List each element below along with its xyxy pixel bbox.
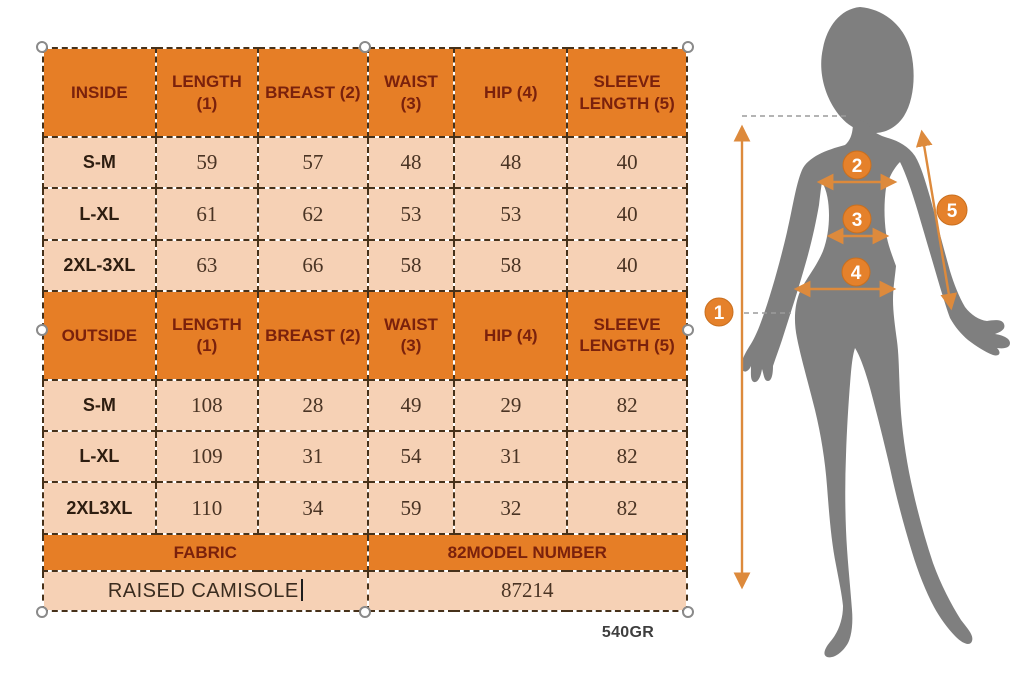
value-cell: 48 bbox=[453, 136, 569, 190]
measurement-badges: 1 2 3 4 5 bbox=[704, 150, 968, 327]
table-row: L-XL 109 31 54 31 82 bbox=[42, 430, 688, 484]
selection-handle-mid-right[interactable] bbox=[682, 323, 694, 336]
size-cell: S-M bbox=[42, 136, 157, 190]
size-cell: L-XL bbox=[42, 430, 157, 484]
footer-header-cell: 82MODEL NUMBER bbox=[366, 532, 689, 572]
text-caret bbox=[300, 578, 303, 601]
selection-handle-bottom-right[interactable] bbox=[682, 606, 694, 618]
fabric-value-cell[interactable]: RAISED CAMISOLE bbox=[42, 569, 369, 613]
badge-4-circle bbox=[841, 257, 871, 287]
selection-handle-top-center[interactable] bbox=[359, 41, 371, 53]
size-chart-table: INSIDE LENGTH (1) BREAST (2) WAIST (3) HIP (… bbox=[42, 46, 689, 613]
header-cell: WAIST (3) bbox=[366, 289, 456, 382]
model-number-cell: 87214 bbox=[366, 569, 689, 613]
badge-1-circle bbox=[704, 297, 734, 327]
size-cell: L-XL bbox=[42, 187, 157, 241]
header-cell: LENGTH (1) bbox=[154, 289, 260, 382]
value-cell: 82 bbox=[566, 481, 688, 535]
selection-handle-top-left[interactable] bbox=[36, 41, 48, 53]
selection-handle-top-right[interactable] bbox=[682, 41, 694, 53]
header-cell: SLEEVE LENGTH (5) bbox=[566, 46, 688, 139]
header-cell: HIP (4) bbox=[453, 289, 569, 382]
value-cell: 29 bbox=[453, 379, 569, 433]
selection-handle-mid-left[interactable] bbox=[36, 323, 48, 336]
table-row: L-XL 61 62 53 53 40 bbox=[42, 187, 688, 241]
value-cell: 34 bbox=[257, 481, 369, 535]
arrow-sleeve-5 bbox=[915, 129, 958, 311]
value-cell: 28 bbox=[257, 379, 369, 433]
value-cell: 49 bbox=[366, 379, 456, 433]
badge-1-number: 1 bbox=[714, 303, 725, 324]
footer-value-row: RAISED CAMISOLE 87214 bbox=[42, 569, 689, 613]
value-cell: 31 bbox=[453, 430, 569, 484]
value-cell: 58 bbox=[366, 238, 456, 292]
size-cell: S-M bbox=[42, 379, 157, 433]
table-row: S-M 108 28 49 29 82 bbox=[42, 379, 688, 433]
header-cell: BREAST (2) bbox=[257, 46, 369, 139]
table-row: 2XL-3XL 63 66 58 58 40 bbox=[42, 238, 688, 292]
section-header-row: OUTSIDE LENGTH (1) BREAST (2) WAIST (3) HIP … bbox=[42, 289, 688, 382]
badge-4-number: 4 bbox=[851, 263, 862, 284]
value-cell: 54 bbox=[366, 430, 456, 484]
section-header-row: INSIDE LENGTH (1) BREAST (2) WAIST (3) HIP (… bbox=[42, 46, 688, 139]
value-cell: 40 bbox=[566, 238, 688, 292]
badge-5-number: 5 bbox=[947, 201, 958, 222]
value-cell: 53 bbox=[453, 187, 569, 241]
header-cell: LENGTH (1) bbox=[154, 46, 260, 139]
value-cell: 108 bbox=[154, 379, 260, 433]
badge-3-circle bbox=[842, 204, 872, 234]
badge-2-number: 2 bbox=[852, 156, 863, 177]
size-cell: 2XL3XL bbox=[42, 481, 157, 535]
badge-2-circle bbox=[842, 150, 872, 180]
value-cell: 59 bbox=[154, 136, 260, 190]
badge-5-circle bbox=[936, 194, 968, 226]
header-cell: INSIDE bbox=[42, 46, 157, 139]
header-cell: OUTSIDE bbox=[42, 289, 157, 382]
value-cell: 63 bbox=[154, 238, 260, 292]
value-cell: 48 bbox=[366, 136, 456, 190]
value-cell: 32 bbox=[453, 481, 569, 535]
value-cell: 53 bbox=[366, 187, 456, 241]
size-chart[interactable]: INSIDE LENGTH (1) BREAST (2) WAIST (3) HIP (… bbox=[36, 41, 694, 618]
selection-handle-bottom-left[interactable] bbox=[36, 606, 48, 618]
value-cell: 40 bbox=[566, 136, 688, 190]
value-cell: 109 bbox=[154, 430, 260, 484]
value-cell: 59 bbox=[366, 481, 456, 535]
selection-handle-bottom-center[interactable] bbox=[359, 606, 371, 618]
footer-header-cell: FABRIC bbox=[42, 532, 369, 572]
header-cell: WAIST (3) bbox=[366, 46, 456, 139]
value-cell: 57 bbox=[257, 136, 369, 190]
value-cell: 61 bbox=[154, 187, 260, 241]
footer-header-row: FABRIC 82MODEL NUMBER bbox=[42, 532, 689, 572]
measurement-arrows bbox=[733, 124, 958, 590]
size-cell: 2XL-3XL bbox=[42, 238, 157, 292]
table-row: 2XL3XL 110 34 59 32 82 bbox=[42, 481, 688, 535]
female-silhouette bbox=[741, 7, 1010, 658]
value-cell: 40 bbox=[566, 187, 688, 241]
header-cell: HIP (4) bbox=[453, 46, 569, 139]
value-cell: 31 bbox=[257, 430, 369, 484]
table-row: S-M 59 57 48 48 40 bbox=[42, 136, 688, 190]
badge-3-number: 3 bbox=[852, 210, 863, 231]
value-cell: 82 bbox=[566, 379, 688, 433]
header-cell: SLEEVE LENGTH (5) bbox=[566, 289, 688, 382]
value-cell: 62 bbox=[257, 187, 369, 241]
header-cell: BREAST (2) bbox=[257, 289, 369, 382]
value-cell: 82 bbox=[566, 430, 688, 484]
measurement-figure: 1 2 3 4 5 bbox=[704, 7, 1010, 658]
value-cell: 58 bbox=[453, 238, 569, 292]
value-cell: 66 bbox=[257, 238, 369, 292]
value-cell: 110 bbox=[154, 481, 260, 535]
weight-label: 540GR bbox=[601, 624, 655, 641]
